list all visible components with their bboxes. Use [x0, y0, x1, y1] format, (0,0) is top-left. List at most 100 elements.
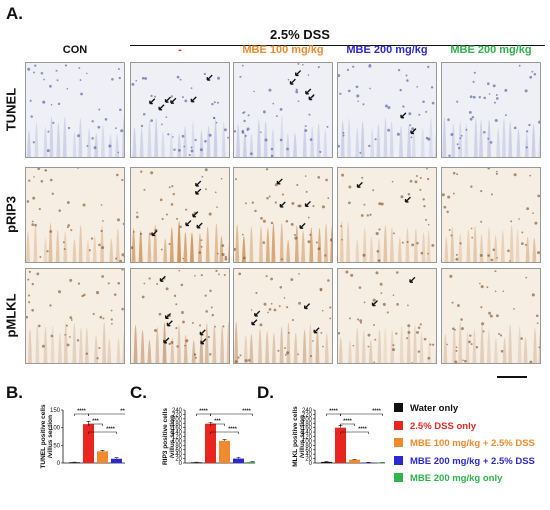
bar — [219, 440, 230, 463]
y-tick-label: 160 — [302, 426, 313, 432]
panel-d-letter: D. — [257, 383, 274, 402]
y-tick-label: 240 — [172, 408, 183, 414]
significance-bracket — [210, 431, 239, 434]
y-tick-label: 20 — [175, 457, 182, 463]
dss-header-line — [130, 45, 545, 46]
significance-label: **** — [228, 427, 237, 433]
y-tick-label: 180 — [172, 421, 183, 427]
bar — [335, 427, 346, 463]
micrograph-tile — [337, 268, 437, 364]
legend-label: Water only — [410, 403, 459, 414]
bar — [111, 458, 122, 463]
y-tick-label: 200 — [302, 417, 313, 423]
y-tick-label: 50 — [53, 443, 60, 449]
bar — [97, 451, 108, 463]
y-tick-label: 20 — [305, 457, 312, 463]
significance-label: **** — [199, 409, 208, 415]
y-tick-label: 120 — [172, 435, 183, 441]
micrograph-tile — [25, 268, 125, 364]
column-label: MBE 200 mg/kg — [450, 44, 532, 56]
y-tick-label: 100 — [50, 426, 61, 432]
y-tick-label: 180 — [302, 421, 313, 427]
micrograph-tile — [233, 167, 333, 263]
significance-bracket — [340, 413, 383, 416]
error-bar — [100, 449, 105, 452]
significance-label: *** — [92, 419, 99, 425]
y-tick-label: 240 — [302, 408, 313, 414]
column-label: MBE 100 mg/kg — [242, 44, 324, 56]
legend-swatch — [394, 473, 403, 482]
micrograph-tile — [25, 167, 125, 263]
y-axis-label: RIP3 positive cells — [162, 408, 169, 465]
error-bar — [222, 439, 227, 441]
row-label: pMLKL — [3, 293, 19, 338]
y-tick-label: 40 — [305, 452, 312, 458]
micrograph-tile — [233, 268, 333, 364]
legend-swatch — [394, 420, 403, 430]
micrograph-tile — [130, 268, 230, 364]
y-axis-label: /villus section — [169, 415, 176, 458]
significance-label: **** — [242, 409, 251, 415]
significance-label: **** — [77, 409, 86, 415]
column-label: CON — [62, 44, 88, 56]
micrograph-tile — [441, 268, 541, 364]
bar — [233, 458, 244, 463]
y-axis-label: TUNEL positive cells — [40, 404, 47, 469]
legend-item: 2.5% DSS only — [394, 420, 476, 432]
column-label: - — [178, 44, 182, 56]
significance-bracket — [340, 423, 355, 426]
y-tick-label: 100 — [172, 439, 183, 445]
y-tick-label: 0 — [309, 461, 313, 467]
significance-bracket — [88, 423, 103, 426]
micrograph-tile — [441, 62, 541, 158]
y-axis-label: /villus section — [299, 415, 306, 458]
y-tick-label: 100 — [302, 439, 313, 445]
bar — [363, 462, 374, 464]
significance-bracket — [210, 413, 253, 416]
panel-c-letter: C. — [130, 383, 147, 402]
error-bar — [86, 421, 91, 425]
legend-item: MBE 200 mg/kg + 2.5% DSS — [394, 455, 535, 467]
row-label: TUNEL — [3, 87, 19, 132]
micrograph-tile — [337, 167, 437, 263]
y-tick-label: 120 — [302, 435, 313, 441]
significance-bracket — [88, 431, 117, 434]
y-tick-label: 160 — [172, 426, 183, 432]
bar — [349, 459, 360, 463]
y-tick-label: 200 — [172, 417, 183, 423]
legend-label: MBE 100 mg/kg + 2.5% DSS — [410, 438, 535, 449]
y-tick-label: 140 — [172, 430, 183, 436]
significance-label: **** — [106, 427, 115, 433]
micrograph-tile — [130, 62, 230, 158]
error-bar — [208, 422, 213, 424]
legend-label: 2.5% DSS only — [410, 420, 476, 432]
bar — [83, 424, 94, 463]
legend-label: MBE 200 mg/kg + 2.5% DSS — [410, 455, 535, 467]
scale-bar — [497, 376, 527, 378]
significance-label: **** — [372, 409, 381, 415]
significance-label: **** — [120, 409, 125, 415]
bar — [191, 462, 202, 463]
micrograph-tile — [337, 62, 437, 158]
significance-bracket — [88, 413, 125, 416]
y-tick-label: 0 — [179, 461, 183, 467]
legend-item: MBE 100 mg/kg + 2.5% DSS — [394, 438, 535, 449]
legend-swatch — [394, 438, 403, 447]
y-tick-label: 80 — [175, 443, 182, 449]
bar — [69, 462, 80, 463]
y-tick-label: 60 — [305, 448, 312, 454]
y-tick-label: 40 — [175, 452, 182, 458]
significance-label: **** — [343, 419, 352, 425]
y-tick-label: 80 — [305, 443, 312, 449]
significance-label: **** — [329, 409, 338, 415]
bar — [247, 461, 255, 463]
y-tick-label: 220 — [302, 412, 313, 418]
micrograph-tile — [233, 62, 333, 158]
bar — [321, 461, 332, 463]
error-bar — [236, 456, 241, 459]
micrograph-tile — [25, 62, 125, 158]
y-tick-label: 140 — [302, 430, 313, 436]
dss-header: 2.5% DSS — [270, 27, 330, 42]
